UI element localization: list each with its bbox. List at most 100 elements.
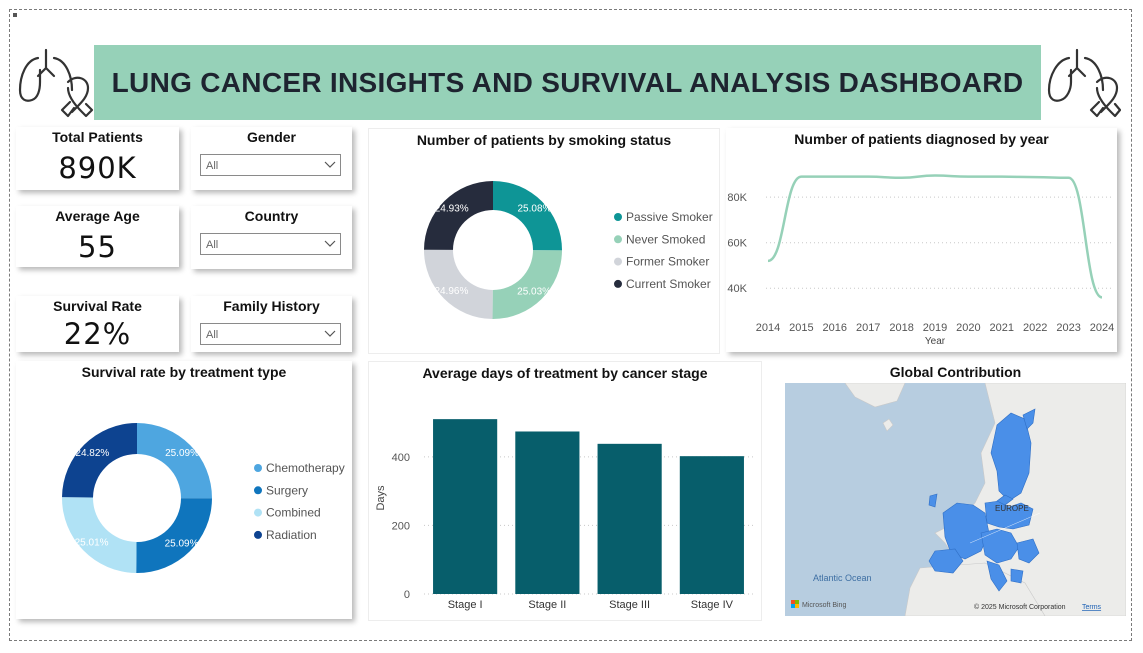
chart-title: Survival rate by treatment type bbox=[81, 364, 287, 380]
donut-slice[interactable] bbox=[424, 249, 493, 319]
donut-slice[interactable] bbox=[61, 497, 137, 573]
legend-marker bbox=[614, 235, 622, 244]
country-dropdown[interactable]: All bbox=[200, 233, 341, 255]
gender-dropdown[interactable]: All bbox=[200, 154, 341, 176]
bar[interactable] bbox=[597, 443, 662, 594]
report-canvas bbox=[9, 9, 1132, 641]
bing-logo-icon bbox=[791, 600, 799, 608]
legend-marker bbox=[614, 213, 622, 221]
slice-data-label: 25.08% bbox=[518, 204, 552, 215]
map-terms-link[interactable]: Terms bbox=[1082, 604, 1102, 611]
donut-slice[interactable] bbox=[136, 498, 212, 573]
legend-marker bbox=[254, 530, 262, 539]
kpi-total-patients: Total Patients 890K bbox=[16, 127, 179, 190]
lungs-ribbon-icon bbox=[1047, 48, 1121, 118]
family-history-dropdown[interactable]: All bbox=[200, 323, 341, 345]
legend-marker bbox=[254, 464, 262, 472]
slice-data-label: 24.93% bbox=[435, 204, 469, 215]
y-tick-label: 400 bbox=[392, 452, 410, 464]
chevron-down-icon bbox=[324, 330, 336, 337]
legend-label[interactable]: Never Smoked bbox=[626, 232, 705, 246]
slice-data-label: 25.09% bbox=[165, 448, 199, 459]
x-tick-label: 2016 bbox=[823, 322, 847, 334]
slicer-country: Country All bbox=[191, 206, 352, 269]
legend-marker bbox=[614, 257, 622, 266]
donut-slice[interactable] bbox=[62, 423, 137, 498]
kpi-label: Survival Rate bbox=[53, 298, 142, 314]
x-tick-label: 2022 bbox=[1023, 322, 1047, 334]
global-contribution-map[interactable]: EUROPE Atlantic Ocean Microsoft Bing © 2… bbox=[785, 383, 1126, 616]
slicer-family-history: Family History All bbox=[191, 296, 352, 352]
x-tick-label: 2024 bbox=[1090, 322, 1114, 334]
treatment-days-chart: Average days of treatment by cancer stag… bbox=[368, 361, 762, 621]
x-tick-label: Stage IV bbox=[691, 599, 734, 611]
donut-slice[interactable] bbox=[424, 181, 493, 250]
y-tick-label: 200 bbox=[392, 520, 410, 532]
map-canvas: EUROPE Atlantic Ocean Microsoft Bing © 2… bbox=[785, 383, 1126, 616]
slicer-label: Country bbox=[244, 208, 299, 224]
x-tick-label: 2023 bbox=[1056, 322, 1080, 334]
map-title: Global Contribution bbox=[889, 364, 1022, 380]
legend-label[interactable]: Passive Smoker bbox=[626, 210, 713, 224]
dropdown-value: All bbox=[206, 329, 219, 341]
x-tick-label: 2020 bbox=[956, 322, 980, 334]
map-ocean-label: Atlantic Ocean bbox=[813, 573, 872, 583]
x-tick-label: Stage III bbox=[609, 599, 650, 611]
chevron-down-icon bbox=[324, 240, 336, 247]
donut-slice[interactable] bbox=[493, 181, 562, 251]
smoking-donut: 25.08% Passive Smoker 25.03% Never Smoked 24… bbox=[424, 181, 713, 319]
treatment-type-chart: Survival rate by treatment type 25.09% Ch… bbox=[16, 361, 352, 619]
kpi-label: Total Patients bbox=[52, 129, 143, 145]
y-tick-label: 80K bbox=[727, 192, 747, 204]
x-tick-label: 2014 bbox=[756, 322, 780, 334]
legend-marker bbox=[614, 279, 622, 288]
chevron-down-icon bbox=[324, 161, 336, 168]
kpi-value: 22% bbox=[63, 317, 132, 351]
stage-bar-chart: 0 200 400 Days Stage I Stage II Stage III Stage… bbox=[375, 419, 753, 611]
chart-title: Number of patients diagnosed by year bbox=[794, 131, 1049, 147]
donut-slice[interactable] bbox=[492, 250, 562, 319]
chart-title: Average days of treatment by cancer stag… bbox=[422, 365, 708, 381]
focus-mode-icon[interactable] bbox=[13, 13, 17, 17]
x-tick-label: 2015 bbox=[789, 322, 813, 334]
legend-label[interactable]: Surgery bbox=[266, 483, 308, 497]
bar[interactable] bbox=[433, 419, 498, 594]
bar[interactable] bbox=[515, 431, 580, 594]
kpi-survival-rate: Survival Rate 22% bbox=[16, 296, 179, 352]
map-region-label: EUROPE bbox=[995, 504, 1029, 513]
y-tick-label: 40K bbox=[727, 283, 747, 295]
map-provider: Microsoft Bing bbox=[802, 602, 846, 609]
diagnosed-by-year-chart: Number of patients diagnosed by year 40K… bbox=[726, 128, 1117, 352]
legend-label[interactable]: Current Smoker bbox=[626, 277, 711, 291]
slice-data-label: 25.03% bbox=[517, 287, 551, 298]
slice-data-label: 25.09% bbox=[165, 538, 199, 549]
map-copyright: © 2025 Microsoft Corporation bbox=[974, 603, 1066, 611]
legend-label[interactable]: Chemotherapy bbox=[266, 461, 345, 475]
x-tick-label: 2019 bbox=[923, 322, 947, 334]
kpi-value: 55 bbox=[78, 230, 117, 264]
x-tick-label: Stage I bbox=[448, 599, 483, 611]
legend-marker bbox=[254, 508, 262, 517]
dashboard-title-banner: LUNG CANCER INSIGHTS AND SURVIVAL ANALYS… bbox=[94, 45, 1041, 120]
legend-label[interactable]: Former Smoker bbox=[626, 255, 709, 269]
y-axis-label: Days bbox=[375, 485, 387, 511]
chart-title: Number of patients by smoking status bbox=[416, 132, 672, 148]
x-tick-label: Stage II bbox=[528, 599, 566, 611]
diagnosed-line-chart: 40K 60K 80K 2014 2015 2016 2017 2018 2019 2020 202… bbox=[727, 174, 1114, 347]
x-axis-label: Year bbox=[925, 336, 946, 347]
slice-data-label: 24.96% bbox=[434, 286, 468, 297]
series-line[interactable] bbox=[767, 174, 1103, 299]
legend-label[interactable]: Radiation bbox=[266, 528, 317, 542]
dropdown-value: All bbox=[206, 160, 219, 172]
treatment-donut: 25.09% Chemotherapy 25.09% Surgery 25.01% Com… bbox=[61, 423, 345, 573]
kpi-value: 890K bbox=[58, 151, 137, 185]
legend-label[interactable]: Combined bbox=[266, 506, 321, 520]
bar[interactable] bbox=[679, 456, 744, 594]
kpi-label: Average Age bbox=[55, 208, 140, 224]
donut-slice[interactable] bbox=[137, 423, 213, 499]
x-tick-label: 2017 bbox=[856, 322, 880, 334]
kpi-average-age: Average Age 55 bbox=[16, 206, 179, 267]
dropdown-value: All bbox=[206, 239, 219, 251]
x-tick-label: 2018 bbox=[889, 322, 913, 334]
y-tick-label: 0 bbox=[404, 589, 410, 601]
